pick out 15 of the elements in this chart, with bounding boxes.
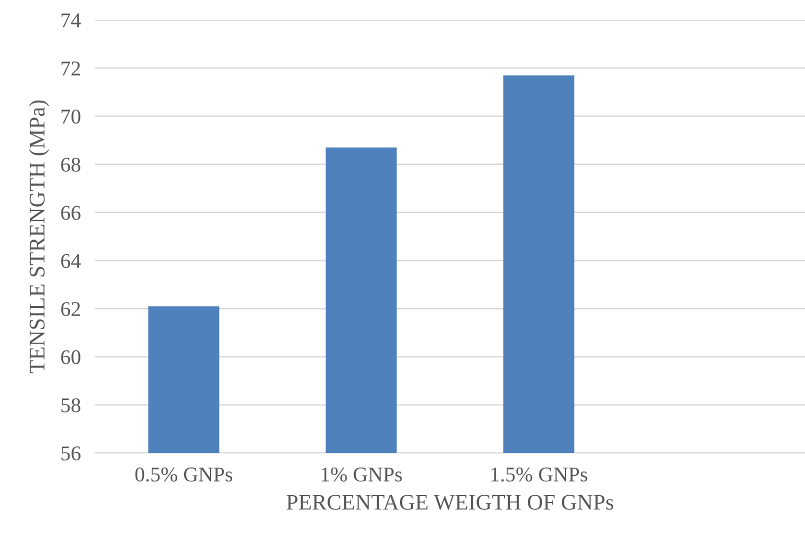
y-tick-label: 64 — [61, 254, 81, 268]
y-tick-label: 58 — [61, 398, 80, 412]
x-tick-label: 0.5% GNPs — [135, 467, 232, 482]
y-tick-label: 70 — [62, 110, 80, 124]
y-tick-label: 72 — [62, 62, 80, 76]
x-tick-label: 1.5% GNPs — [491, 467, 588, 482]
y-tick-label: 56 — [61, 446, 80, 460]
y-tick-label: 62 — [61, 302, 80, 316]
y-tick-label: 74 — [62, 14, 81, 28]
x-tick-label: 1% GNPs — [322, 467, 402, 482]
x-axis-title: PERCENTAGE WEIGTH OF GNPs — [286, 494, 614, 510]
y-tick-label: 60 — [61, 350, 80, 364]
y-axis-title: TENSILE STRENGTH (MPa) — [29, 100, 50, 374]
y-tick-label: 66 — [61, 206, 80, 220]
y-tick-label: 68 — [61, 158, 80, 172]
